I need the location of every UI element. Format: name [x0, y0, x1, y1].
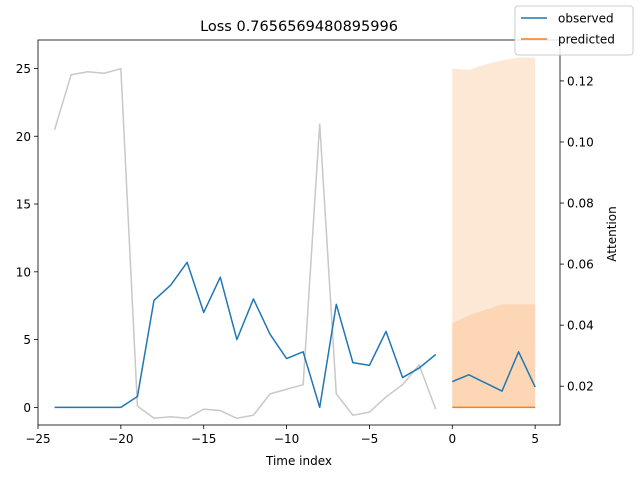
- y-axis-right: 0.02 0.04 0.06 0.08 0.10 0.12: [560, 74, 594, 394]
- y2-tick-label: 0.02: [567, 380, 594, 394]
- y-tick-label: 5: [23, 333, 31, 347]
- band-inner: [452, 304, 536, 408]
- series-line-observed-future: [452, 351, 536, 392]
- x-tick-label: −20: [108, 432, 133, 446]
- legend-label-observed: observed: [558, 12, 614, 26]
- series-line-observed-history: [54, 261, 437, 409]
- legend-label-predicted: predicted: [558, 33, 615, 47]
- x-tick-label: −15: [191, 432, 216, 446]
- y2-tick-label: 0.04: [567, 319, 594, 333]
- x-tick-label: −5: [361, 432, 379, 446]
- y-tick-label: 10: [16, 265, 31, 279]
- chart-title: Loss 0.7656569480895996: [200, 19, 398, 35]
- series-line-attention: [53, 67, 437, 420]
- prediction-bands: [452, 57, 536, 408]
- y-tick-label: 15: [16, 198, 31, 212]
- x-tick-label: −25: [25, 432, 50, 446]
- plot-border: [37, 39, 561, 426]
- legend: observed predicted: [514, 5, 634, 56]
- x-tick-label: 0: [448, 432, 456, 446]
- y2-tick-label: 0.08: [567, 197, 594, 211]
- x-axis-label: Time index: [265, 454, 332, 468]
- x-tick-label: −10: [274, 432, 299, 446]
- y2-axis-label: Attention: [605, 206, 619, 261]
- y2-tick-label: 0.10: [567, 135, 594, 149]
- y2-tick-label: 0.12: [567, 74, 594, 88]
- y2-tick-label: 0.06: [567, 258, 594, 272]
- x-tick-label: 5: [531, 432, 539, 446]
- y-tick-label: 20: [16, 130, 31, 144]
- plot-frame: [37, 39, 561, 426]
- y-axis-left: 0 5 10 15 20 25: [16, 62, 38, 415]
- x-axis: −25 −20 −15 −10 −5 0 5: [25, 425, 539, 446]
- y-tick-label: 0: [23, 401, 31, 415]
- series-lines: [53, 67, 536, 420]
- y-tick-label: 25: [16, 62, 31, 76]
